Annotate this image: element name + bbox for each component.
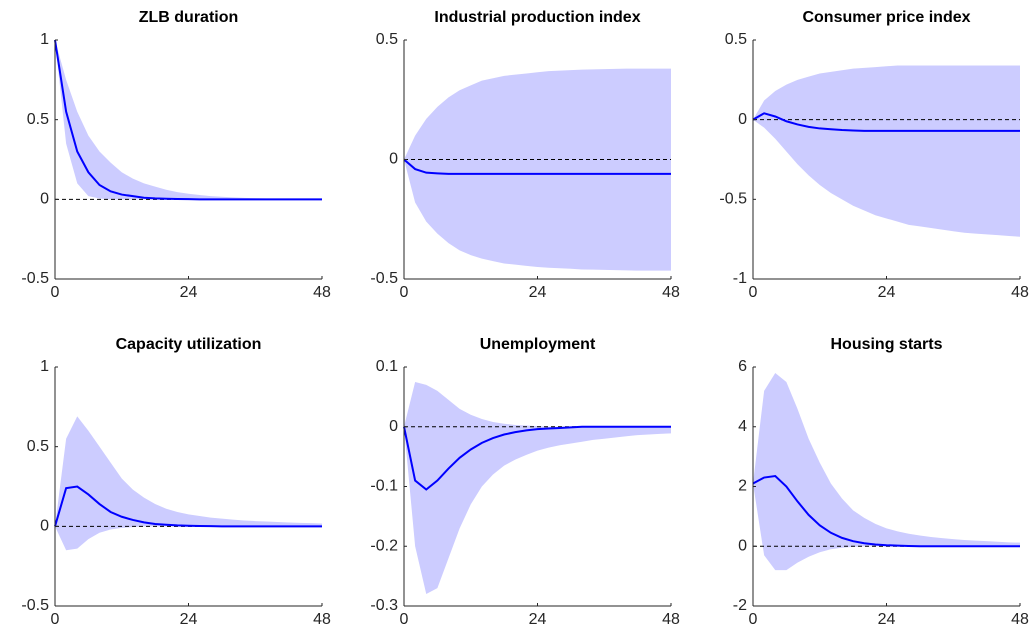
response-line	[752, 474, 1020, 548]
x-tick-label: 24	[878, 284, 896, 301]
x-tick-label: 24	[180, 611, 198, 628]
x-tick-label: 24	[180, 284, 198, 301]
chart-title: Consumer price index	[802, 9, 970, 26]
y-tick-label: 0	[389, 151, 398, 168]
x-tick-label: 0	[51, 284, 60, 301]
x-tick-label: 24	[878, 611, 896, 628]
y-tick-label: 2	[738, 478, 747, 495]
response-line	[752, 112, 1020, 132]
y-tick-label: 0.5	[27, 111, 49, 128]
response-line	[403, 158, 671, 175]
y-tick-label: 0.5	[725, 31, 747, 48]
confidence-band	[753, 65, 1020, 237]
confidence-band	[404, 68, 671, 271]
y-tick-label: -0.5	[21, 270, 49, 287]
confidence-band	[753, 372, 1020, 571]
x-tick-label: 0	[749, 611, 758, 628]
y-tick-label: 4	[738, 418, 747, 435]
y-tick-label: -0.1	[370, 478, 398, 495]
x-tick-label: 48	[1011, 611, 1029, 628]
x-tick-label: 48	[1011, 284, 1029, 301]
confidence-band	[55, 40, 322, 200]
chart-title: Housing starts	[830, 336, 942, 353]
y-tick-label: 0.5	[376, 31, 398, 48]
x-tick-label: 48	[662, 611, 680, 628]
y-tick-label: -0.5	[21, 597, 49, 614]
chart-title: ZLB duration	[139, 9, 239, 26]
y-tick-label: 0	[389, 418, 398, 435]
y-tick-label: 1	[40, 31, 49, 48]
x-tick-label: 0	[400, 611, 409, 628]
response-line	[54, 39, 322, 201]
x-tick-label: 48	[662, 284, 680, 301]
y-tick-label: -0.3	[370, 597, 398, 614]
x-tick-label: 24	[529, 611, 547, 628]
x-tick-label: 0	[400, 284, 409, 301]
y-tick-label: -2	[733, 597, 747, 614]
x-tick-label: 24	[529, 284, 547, 301]
confidence-band	[404, 381, 671, 595]
x-tick-label: 48	[313, 611, 331, 628]
confidence-band	[55, 416, 322, 551]
x-tick-label: 0	[749, 284, 758, 301]
chart-title: Unemployment	[480, 336, 596, 353]
y-tick-label: -1	[733, 270, 747, 287]
response-line	[403, 425, 671, 491]
chart-title: Capacity utilization	[116, 336, 262, 353]
y-tick-label: 0.5	[27, 438, 49, 455]
y-tick-label: 0	[738, 111, 747, 128]
y-tick-label: 6	[738, 358, 747, 375]
x-tick-label: 0	[51, 611, 60, 628]
y-tick-label: 0.1	[376, 358, 398, 375]
response-line	[54, 485, 322, 528]
y-tick-label: 0	[738, 537, 747, 554]
y-tick-label: 0	[40, 518, 49, 535]
chart-title: Industrial production index	[434, 9, 640, 26]
y-tick-label: 0	[40, 191, 49, 208]
y-tick-label: 1	[40, 358, 49, 375]
y-tick-label: -0.5	[370, 270, 398, 287]
x-tick-label: 48	[313, 284, 331, 301]
y-tick-label: -0.5	[719, 191, 747, 208]
y-tick-label: -0.2	[370, 537, 398, 554]
